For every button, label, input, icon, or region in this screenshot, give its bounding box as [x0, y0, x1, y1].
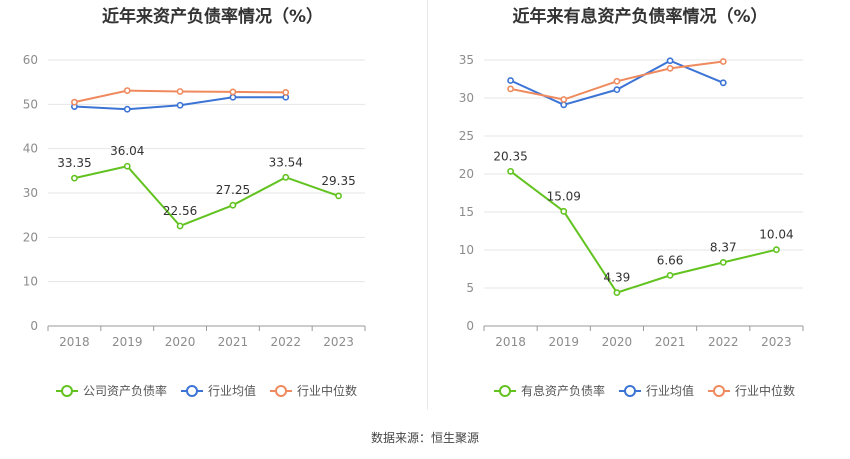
right-chart-series-point-0	[560, 207, 568, 215]
left-chart-x-tick-label: 2023	[323, 335, 354, 349]
left-chart-y-tick-label: 60	[23, 53, 38, 67]
left-chart-series-point-0	[71, 174, 78, 182]
right-chart-x-tick-label: 2022	[708, 335, 739, 349]
left-chart-x-tick-label: 2022	[270, 335, 301, 349]
left-chart-svg: 0 10 20 30 40 50 60 2018 2019 2020 2021 2022 2023 33.…	[23, 53, 366, 398]
left-chart-data-label: 33.35	[57, 156, 91, 170]
left-chart-legend-label: 行业中位数	[297, 383, 357, 398]
left-chart-data-label: 22.56	[163, 204, 197, 218]
right-chart-x-tick-label: 2023	[761, 335, 792, 349]
right-chart-legend-label: 有息资产负债率	[521, 383, 605, 398]
left-chart-data-label: 33.54	[269, 155, 303, 169]
right-chart-series-line-0	[509, 170, 777, 294]
right-chart-series-point-1	[560, 101, 568, 109]
left-chart-data-label: 29.35	[321, 174, 355, 188]
right-chart-legend-label: 行业中位数	[735, 383, 795, 398]
left-chart-series-point-2	[282, 88, 290, 96]
left-chart-legend-label: 公司资产负债率	[83, 383, 167, 398]
left-chart-title: 近年来资产负债率情况（%）	[101, 7, 324, 27]
left-chart-series-point-2	[229, 88, 237, 96]
left-chart-y-tick-label: 10	[23, 275, 38, 289]
left-chart-x-tick-label: 2021	[218, 335, 249, 349]
left-chart-series-point-0	[229, 201, 237, 209]
right-chart-title: 近年来有息资产负债率情况（%）	[512, 7, 768, 27]
right-chart-y-tick-label: 5	[466, 281, 474, 295]
left-chart-legend-swatch-marker	[61, 385, 73, 397]
left-chart-series-line-0	[74, 165, 339, 228]
left-chart-x-tick-label: 2018	[59, 335, 90, 349]
left-chart-series-point-0	[335, 192, 342, 200]
right-chart-x-tick-label: 2020	[602, 335, 633, 349]
right-chart-data-label: 8.37	[710, 240, 737, 254]
right-chart-series-point-2	[666, 64, 674, 72]
right-chart-y-tick-label: 35	[459, 53, 474, 67]
right-chart-series-point-1	[507, 77, 514, 84]
right-chart-series-point-2	[719, 58, 727, 65]
right-chart-series-point-1	[719, 79, 727, 87]
left-chart-series-point-2	[123, 87, 131, 94]
right-chart-series-point-0	[613, 289, 621, 297]
left-chart-legend-label: 行业均值	[208, 383, 256, 398]
right-chart-y-tick-label: 0	[466, 319, 474, 333]
left-chart-x-tick-label: 2020	[165, 335, 196, 349]
left-chart-y-tick-label: 50	[23, 97, 38, 111]
right-chart-series-point-2	[507, 85, 514, 93]
left-chart-series-point-1	[123, 105, 131, 113]
right-chart-data-label: 4.39	[604, 271, 631, 285]
left-chart-legend-swatch-marker	[275, 385, 287, 397]
left-chart-series-point-0	[176, 222, 184, 230]
left-chart-series-point-0	[282, 173, 290, 181]
right-chart-series-point-0	[507, 167, 514, 175]
left-chart-data-label: 27.25	[216, 183, 250, 197]
left-chart-y-tick-label: 30	[23, 186, 38, 200]
data-source-note: 数据来源：恒生聚源	[370, 431, 479, 445]
right-chart-legend-label: 行业均值	[646, 383, 694, 398]
right-chart-x-tick-label: 2019	[548, 335, 579, 349]
right-chart-series-point-0	[773, 246, 780, 254]
right-chart-y-tick-label: 15	[459, 205, 474, 219]
right-chart-series-point-2	[613, 77, 621, 85]
panel-divider	[427, 0, 428, 410]
right-chart-series-point-2	[560, 96, 568, 103]
right-chart-series-point-0	[719, 258, 727, 266]
right-chart-data-label: 15.09	[547, 189, 581, 203]
left-chart-series-point-0	[123, 162, 131, 170]
right-chart-series-point-0	[666, 271, 674, 279]
left-chart-y-tick-label: 40	[23, 142, 38, 156]
right-chart-data-label: 10.04	[759, 228, 793, 242]
right-chart-x-tick-label: 2021	[655, 335, 686, 349]
left-chart-x-tick-label: 2019	[112, 335, 143, 349]
left-chart-series-point-1	[176, 101, 184, 109]
right-chart-y-tick-label: 10	[459, 243, 474, 257]
right-chart-y-tick-label: 25	[459, 129, 474, 143]
left-chart-y-tick-label: 0	[30, 319, 38, 333]
right-chart-data-label: 20.35	[493, 149, 527, 163]
left-chart-legend-swatch-marker	[186, 385, 198, 397]
right-chart-x-tick-label: 2018	[495, 335, 526, 349]
right-chart-legend-swatch-marker	[499, 385, 511, 397]
right-chart-series-point-1	[666, 57, 674, 65]
right-chart-series-point-1	[613, 86, 621, 94]
left-chart-data-label: 36.04	[110, 144, 144, 158]
right-chart-y-tick-label: 30	[459, 91, 474, 105]
right-chart-panel: 近年来有息资产负债率情况（%） 0 5 10 15 20 25 30 35 2018 2019 20…	[430, 0, 850, 420]
right-chart-legend-swatch-marker	[624, 385, 636, 397]
right-chart-y-tick-label: 20	[459, 167, 474, 181]
left-chart-y-tick-label: 20	[23, 230, 38, 244]
left-chart-series-point-2	[71, 98, 78, 106]
right-chart-data-label: 6.66	[657, 253, 684, 267]
right-chart-legend-swatch-marker	[713, 385, 725, 397]
left-chart-series-point-2	[176, 88, 184, 95]
right-chart-svg: 0 5 10 15 20 25 30 35 2018 2019 2020 2021 2022 2023 20…	[459, 53, 804, 398]
left-chart-series-point-1	[229, 93, 237, 101]
left-chart-panel: 近年来资产负债率情况（%） 0 10 20 30 40 50 60 2018 2019 2020 2…	[0, 0, 425, 420]
